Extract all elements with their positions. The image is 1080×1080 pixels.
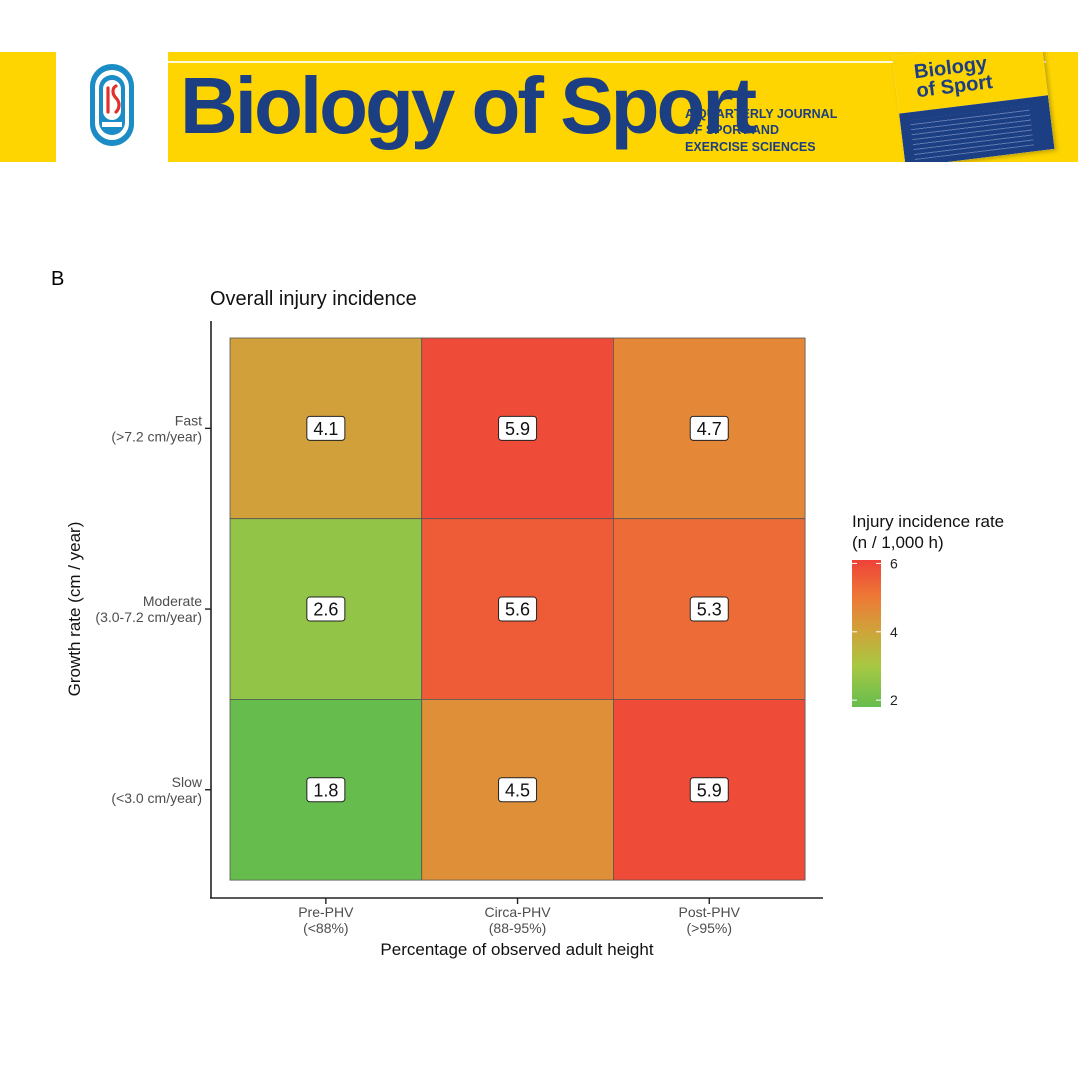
value-label-box (306, 415, 346, 441)
x-axis-label: Percentage of observed adult height (380, 940, 653, 959)
value-label: 1.8 (313, 780, 338, 800)
value-label-box (306, 777, 346, 803)
value-label-box (689, 777, 729, 803)
journal-banner: Biology of Sport A QUARTERLY JOURNAL OF … (168, 52, 1078, 162)
x-tick-sublabel: (88-95%) (489, 920, 547, 936)
value-label-box (498, 596, 538, 622)
journal-subtitle-line: OF SPORT AND (685, 123, 779, 138)
banner-rule (168, 61, 1046, 63)
x-axis-ticks: Pre-PHV(<88%) Circa-PHV(88-95%) Post-PHV(>… (298, 898, 741, 936)
value-label: 5.6 (505, 600, 530, 620)
value-label-box (306, 596, 346, 622)
value-label: 4.7 (697, 419, 722, 439)
panel-label: B (51, 268, 65, 290)
legend-title-line: (n / 1,000 h) (852, 533, 944, 552)
heatmap-cells (229, 337, 806, 881)
journal-subtitle-line: A QUARTERLY JOURNAL (685, 107, 838, 121)
value-label: 4.5 (505, 780, 530, 800)
color-legend: Injury incidence rate (n / 1,000 h) 2 4 6 (852, 512, 1004, 708)
x-tick-label: Circa-PHV (484, 904, 551, 920)
legend-tick-label: 6 (890, 555, 898, 571)
x-tick-sublabel: (>95%) (686, 920, 732, 936)
y-tick-label: Moderate (143, 593, 202, 609)
journal-subtitle: A QUARTERLY JOURNAL OF SPORT AND EXERCIS… (685, 106, 837, 155)
y-axis-label: Growth rate (cm / year) (65, 522, 84, 697)
value-label: 2.6 (313, 600, 338, 620)
y-tick-sublabel: (>7.2 cm/year) (111, 428, 202, 444)
legend-tick-label: 2 (890, 692, 898, 708)
x-tick-sublabel: (<88%) (303, 920, 349, 936)
legend-color-bar (852, 560, 881, 707)
journal-subtitle-line: EXERCISE SCIENCES (685, 139, 816, 154)
legend-ticks: 2 4 6 (852, 555, 898, 708)
banner-left-strip (0, 52, 56, 162)
journal-title: Biology of Sport (180, 61, 757, 150)
chart-title: Overall injury incidence (210, 288, 417, 310)
legend-title-line: Injury incidence rate (852, 512, 1004, 531)
value-label: 5.3 (697, 600, 722, 620)
x-tick-label: Post-PHV (679, 904, 741, 920)
value-label: 4.1 (313, 419, 338, 439)
heatmap-value-labels: 4.1 5.9 4.7 2.6 5.6 5.3 1.8 4.5 5.9 (306, 415, 729, 803)
value-label-box (498, 777, 538, 803)
legend-tick-label: 4 (890, 624, 898, 640)
y-tick-label: Slow (172, 774, 203, 790)
y-tick-label: Fast (175, 412, 202, 428)
value-label: 5.9 (505, 419, 530, 439)
value-label-box (689, 415, 729, 441)
journal-logo-icon (90, 64, 134, 146)
y-tick-sublabel: (<3.0 cm/year) (111, 790, 202, 806)
x-tick-label: Pre-PHV (298, 904, 354, 920)
value-label-box (689, 596, 729, 622)
y-tick-sublabel: (3.0-7.2 cm/year) (95, 609, 202, 625)
value-label: 5.9 (697, 780, 722, 800)
y-axis-ticks: Fast(>7.2 cm/year) Moderate(3.0-7.2 cm/ye… (95, 412, 211, 806)
value-label-box (498, 415, 538, 441)
